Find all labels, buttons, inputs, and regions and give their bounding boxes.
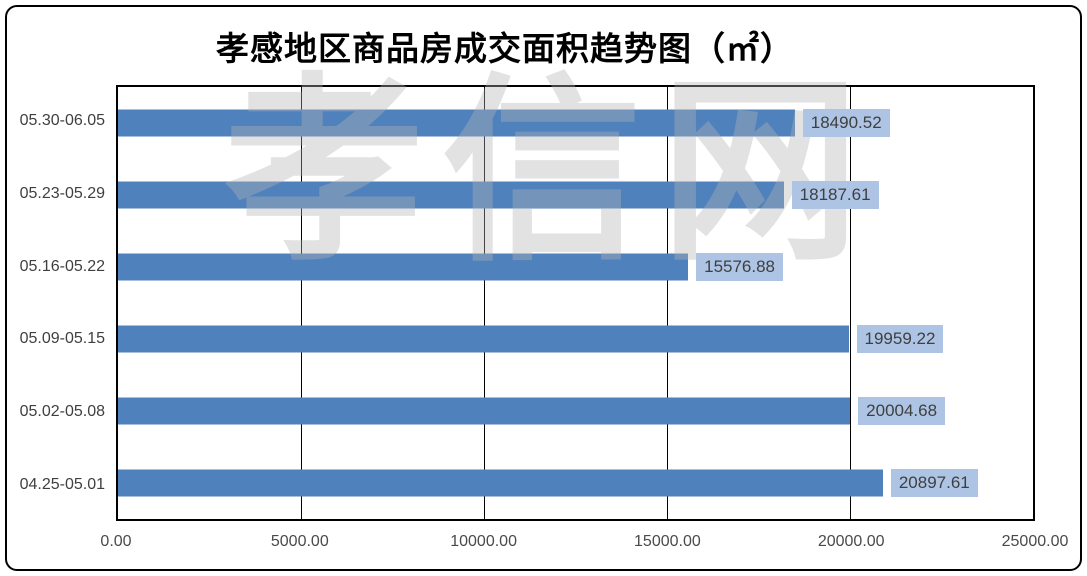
bar-row: 18490.52 [118,87,1033,159]
bar-value-label: 18490.52 [802,108,890,137]
bar-value-label: 20004.68 [858,396,946,425]
category-label: 05.02-05.08 [19,403,105,420]
bar [118,469,883,497]
plot-area: 18490.52 18187.61 15576.88 19959.22 20004.68… [116,73,1035,521]
bar-row: 20004.68 [118,375,1033,447]
bar [118,253,689,281]
bar [118,181,784,209]
bar-value-label: 19959.22 [856,324,944,353]
category-label: 04.25-05.01 [19,475,105,493]
x-axis: 0.00 5000.00 10000.00 15000.00 20000.00 25000… [100,533,1068,557]
bar [118,109,795,137]
bar-value-label: 15576.88 [696,252,784,281]
y-axis: 05.30-06.05 05.23-05.29 05.16-05.22 05.09-0… [0,85,105,521]
chart-title: 孝感地区商品房成交面积趋势图（㎡） [216,30,794,67]
bar-value-label: 20897.61 [890,468,978,497]
bar [118,325,849,353]
gridline [850,87,851,519]
x-tick-label: 0.00 [100,533,132,550]
bar [118,397,851,425]
gridline [301,87,302,519]
bar-row: 15576.88 [118,231,1033,303]
category-label: 05.23-05.29 [19,185,105,202]
x-tick-label: 20000.00 [817,533,885,550]
bar-row: 18187.61 [118,159,1033,231]
category-label: 05.09-05.15 [19,330,105,348]
category-label: 05.30-06.05 [19,112,105,130]
gridline [667,87,668,519]
bar-value-label: 18187.61 [791,180,879,209]
x-tick-label: 25000.00 [1001,533,1069,550]
x-tick-label: 15000.00 [634,533,701,550]
category-label: 05.16-05.22 [19,257,105,275]
x-tick-label: 10000.00 [450,533,517,550]
gridline [484,87,485,519]
bar-row: 19959.22 [118,303,1033,375]
x-tick-label: 5000.00 [270,533,329,550]
bar-row: 20897.61 [118,447,1033,519]
